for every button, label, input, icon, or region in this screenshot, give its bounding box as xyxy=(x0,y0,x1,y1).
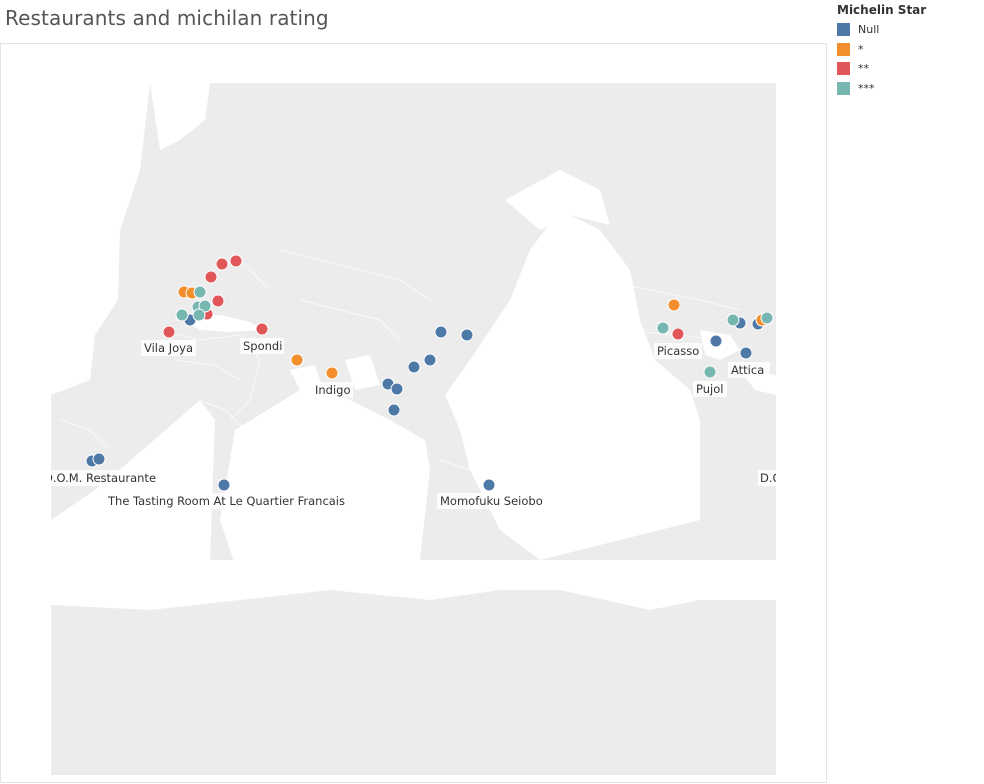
label-picasso: Picasso xyxy=(657,344,699,358)
ocean-southern xyxy=(51,560,776,610)
marker-2star-2[interactable] xyxy=(215,257,229,271)
map-right-mask xyxy=(776,83,826,775)
marker-3star-3[interactable] xyxy=(198,299,212,313)
label-attica: Attica xyxy=(731,363,764,377)
legend-item-three-star[interactable]: *** xyxy=(837,79,977,99)
legend-swatch-two-star xyxy=(837,62,850,76)
marker-2star-4[interactable] xyxy=(211,294,225,308)
legend-label-one-star: * xyxy=(858,42,864,56)
label-dom-restaurante: D.O.M. Restaurante xyxy=(44,471,156,485)
marker-null-13[interactable] xyxy=(709,334,723,348)
legend-label-null: Null xyxy=(858,23,880,37)
marker-null-2[interactable] xyxy=(434,325,448,339)
legend-item-null[interactable]: Null xyxy=(837,20,977,40)
legend-title: Michelin Star xyxy=(837,3,927,17)
marker-null-8[interactable] xyxy=(387,403,401,417)
map-left-mask xyxy=(1,83,51,775)
marker-null-3[interactable] xyxy=(460,328,474,342)
marker-null-11[interactable] xyxy=(217,478,231,492)
marker-2star-1[interactable] xyxy=(229,254,243,268)
marker-3star-4[interactable] xyxy=(175,308,189,322)
marker-3star-6[interactable] xyxy=(656,321,670,335)
label-pujol: Pujol xyxy=(696,382,723,396)
label-dc: D.C xyxy=(760,471,781,485)
marker-3star-9[interactable] xyxy=(760,311,774,325)
label-indigo: Indigo xyxy=(315,383,351,397)
marker-1star-4[interactable] xyxy=(325,366,339,380)
legend: Michelin Star Null * ** *** xyxy=(837,3,977,98)
legend-label-three-star: *** xyxy=(858,81,875,95)
map-labels: Vila Joya Spondi Indigo D.O.M. Restauran… xyxy=(44,338,781,509)
legend-label-two-star: ** xyxy=(858,62,869,76)
marker-3star-8[interactable] xyxy=(726,313,740,327)
marker-2star-8[interactable] xyxy=(671,327,685,341)
legend-item-one-star[interactable]: * xyxy=(837,40,977,60)
ocean-pacific-upper xyxy=(505,170,610,230)
marker-3star-7[interactable] xyxy=(703,365,717,379)
ocean-arctic xyxy=(150,83,210,150)
ocean-bay-bengal xyxy=(345,355,380,390)
marker-null-12[interactable] xyxy=(482,478,496,492)
legend-swatch-three-star xyxy=(837,81,850,95)
label-spondi: Spondi xyxy=(243,339,282,353)
marker-3star-5[interactable] xyxy=(192,308,206,322)
label-tasting-room: The Tasting Room At Le Quartier Francais xyxy=(107,494,345,508)
marker-2star-3[interactable] xyxy=(204,270,218,284)
marker-1star-5[interactable] xyxy=(667,298,681,312)
page-title: Restaurants and michilan rating xyxy=(5,6,329,30)
marker-null-7[interactable] xyxy=(390,382,404,396)
restaurant-markers[interactable] xyxy=(85,254,774,492)
legend-item-two-star[interactable]: ** xyxy=(837,59,977,79)
marker-null-5[interactable] xyxy=(407,360,421,374)
marker-2star-7[interactable] xyxy=(255,322,269,336)
marker-null-10[interactable] xyxy=(92,452,106,466)
oceans xyxy=(51,83,776,610)
label-momofuku: Momofuku Seiobo xyxy=(440,494,543,508)
marker-1star-3[interactable] xyxy=(290,353,304,367)
legend-swatch-null xyxy=(837,23,850,37)
marker-2star-6[interactable] xyxy=(162,325,176,339)
marker-null-14[interactable] xyxy=(739,346,753,360)
label-vila-joya: Vila Joya xyxy=(144,341,193,355)
legend-swatch-one-star xyxy=(837,42,850,56)
marker-null-4[interactable] xyxy=(423,353,437,367)
marker-3star-1[interactable] xyxy=(193,285,207,299)
ocean-indian xyxy=(220,390,430,580)
ocean-atlantic xyxy=(51,83,150,395)
